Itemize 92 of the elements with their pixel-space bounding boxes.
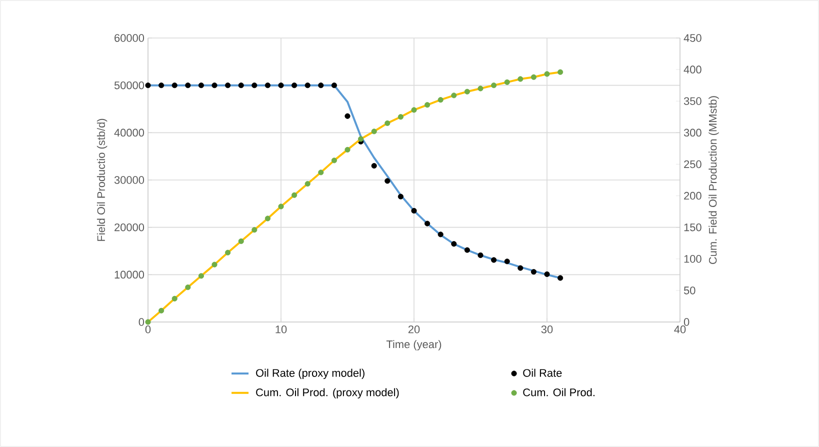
x-tick-label: 40 [674, 326, 686, 334]
point [464, 88, 470, 94]
point [384, 178, 390, 184]
point [344, 113, 350, 119]
y-axis-title: Field Oil Productio (stb/d) [96, 118, 108, 241]
point [158, 308, 164, 314]
y2-tick-label: 50 [684, 286, 696, 294]
y-tick-label: 20000 [114, 223, 144, 232]
point [225, 250, 231, 256]
y2-tick-label: 350 [684, 97, 702, 105]
point [238, 238, 244, 244]
point [411, 107, 417, 113]
point [478, 86, 484, 92]
point [304, 82, 310, 88]
y2-tick-label: 200 [684, 192, 702, 200]
point [331, 158, 337, 164]
point [398, 114, 404, 120]
point [344, 146, 350, 152]
point [464, 247, 470, 253]
point [491, 82, 497, 88]
point [558, 275, 564, 281]
y-tick-label: 50000 [114, 81, 144, 90]
y2-tick-label: 450 [684, 34, 702, 42]
x-tick-label: 20 [408, 326, 420, 334]
point [491, 257, 497, 263]
y2-tick-label: 150 [684, 223, 702, 232]
point [318, 82, 324, 88]
y2-tick-label: 100 [684, 255, 702, 263]
point [384, 120, 390, 126]
point [371, 163, 377, 169]
point [331, 82, 337, 88]
point [292, 82, 298, 88]
point [264, 216, 270, 222]
point [264, 82, 270, 88]
point [292, 192, 298, 198]
point [198, 82, 204, 88]
point [424, 220, 430, 226]
point [504, 79, 510, 85]
x-tick-label: 10 [276, 326, 287, 334]
y-tick-label: 60000 [114, 34, 144, 42]
point [145, 82, 151, 88]
point [252, 227, 258, 233]
point [424, 102, 430, 108]
y2-tick-label: 0 [684, 318, 690, 326]
point [451, 92, 457, 98]
point [518, 265, 524, 271]
y-tick-label: 40000 [114, 128, 144, 137]
point [158, 82, 164, 88]
x-tick-label: 0 [145, 326, 151, 334]
y-tick-label: 10000 [114, 270, 144, 279]
point [172, 82, 178, 88]
point [544, 271, 550, 277]
point [198, 273, 204, 279]
point [225, 82, 231, 88]
y2-tick-label: 300 [684, 128, 702, 137]
point [318, 170, 324, 176]
y2-tick-label: 400 [684, 66, 702, 74]
y-tick-label: 0 [138, 318, 144, 326]
point [451, 241, 457, 247]
point [478, 252, 484, 258]
point [252, 82, 258, 88]
point [185, 82, 191, 88]
point [518, 76, 524, 82]
point [438, 97, 444, 103]
point [185, 284, 191, 290]
y2-axis-title: Cum. Field Oil Production (MMstb) [708, 96, 719, 264]
point [145, 319, 151, 325]
point [212, 82, 218, 88]
point [530, 269, 536, 275]
point [411, 208, 417, 214]
legend-label: Cum. Oil Prod. [523, 388, 594, 396]
point [278, 82, 284, 88]
y2-tick-label: 250 [684, 160, 702, 168]
point [438, 232, 444, 238]
point [172, 296, 178, 302]
point [358, 136, 364, 142]
point [398, 194, 404, 200]
point [544, 71, 550, 77]
x-axis-title: Time (year) [386, 340, 442, 350]
legend-label: Cum. Oil Prod. (proxy model) [256, 388, 399, 398]
point [558, 69, 564, 75]
legend-label: Oil Rate [523, 368, 562, 377]
legend-label: Oil Rate (proxy model) [256, 368, 364, 379]
point [530, 74, 536, 80]
point [278, 204, 284, 210]
point [212, 262, 218, 268]
point [371, 128, 377, 134]
x-tick-label: 30 [541, 326, 553, 334]
point [238, 82, 244, 88]
y-tick-label: 30000 [114, 176, 144, 184]
point [504, 258, 510, 264]
point [304, 180, 310, 187]
